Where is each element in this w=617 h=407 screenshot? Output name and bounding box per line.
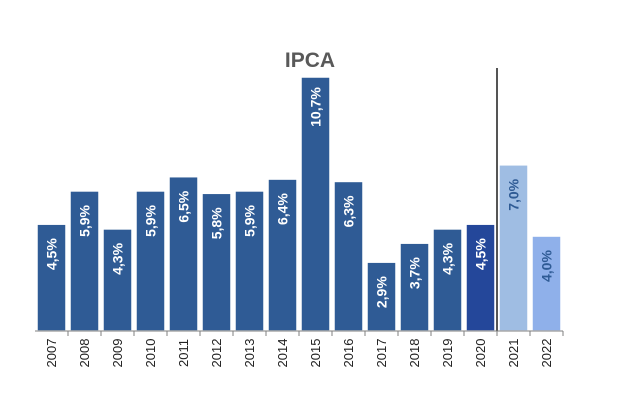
- bar-2020: [465, 223, 496, 332]
- x-tick-label-2015: 2015: [308, 339, 323, 368]
- x-tick-label-2020: 2020: [473, 339, 488, 368]
- x-tick-label-2017: 2017: [374, 339, 389, 368]
- value-label-2016: 6,3%: [341, 195, 357, 227]
- value-label-2021: 7,0%: [506, 178, 522, 210]
- x-tick-label-2010: 2010: [143, 339, 158, 368]
- bar-2007: [36, 223, 67, 332]
- value-label-2011: 6,5%: [176, 190, 192, 222]
- x-tick-label-2014: 2014: [275, 339, 290, 368]
- chart-title: IPCA: [285, 49, 335, 72]
- value-label-2013: 5,9%: [242, 204, 258, 236]
- value-label-2014: 6,4%: [275, 193, 291, 225]
- value-label-2007: 4,5%: [44, 238, 60, 270]
- bar-2012: [201, 192, 232, 332]
- value-label-2020: 4,5%: [473, 238, 489, 270]
- value-label-2008: 5,9%: [77, 204, 93, 236]
- x-tick-label-2016: 2016: [341, 339, 356, 368]
- x-tick-label-2022: 2022: [539, 339, 554, 368]
- x-tick-label-2008: 2008: [77, 339, 92, 368]
- x-tick-label-2011: 2011: [176, 339, 191, 367]
- bar-2016: [333, 180, 364, 332]
- bar-2018: [399, 242, 430, 332]
- x-axis-ticks: 2007 2008 2009 2010 2011 2012 2013 2014 2015 2016…: [44, 331, 564, 368]
- x-tick-label-2012: 2012: [209, 339, 224, 368]
- value-label-2015: 10,7%: [308, 87, 324, 127]
- value-label-2018: 3,7%: [407, 257, 423, 289]
- x-tick-label-2021: 2021: [506, 339, 521, 368]
- x-tick-label-2019: 2019: [440, 339, 455, 368]
- bar-2010: [135, 190, 166, 332]
- bar-2017: [366, 261, 397, 332]
- value-label-2010: 5,9%: [143, 204, 159, 236]
- value-label-2017: 2,9%: [374, 276, 390, 308]
- x-tick-label-2013: 2013: [242, 339, 257, 368]
- value-label-2009: 4,3%: [110, 242, 126, 274]
- bar-2022: [531, 235, 562, 332]
- value-label-2022: 4,0%: [539, 250, 555, 282]
- value-label-2012: 5,8%: [209, 207, 225, 239]
- x-tick-label-2009: 2009: [110, 339, 125, 368]
- x-tick-label-2007: 2007: [44, 339, 59, 368]
- bars-group: 4,5% 5,9% 4,3% 5,9% 6,5% 5,8% 5,9% 6,4% 10,7% 6,3…: [36, 76, 562, 332]
- value-label-2019: 4,3%: [440, 242, 456, 274]
- bar-2014: [267, 178, 298, 332]
- bar-2008: [69, 190, 100, 332]
- x-tick-label-2018: 2018: [407, 339, 422, 368]
